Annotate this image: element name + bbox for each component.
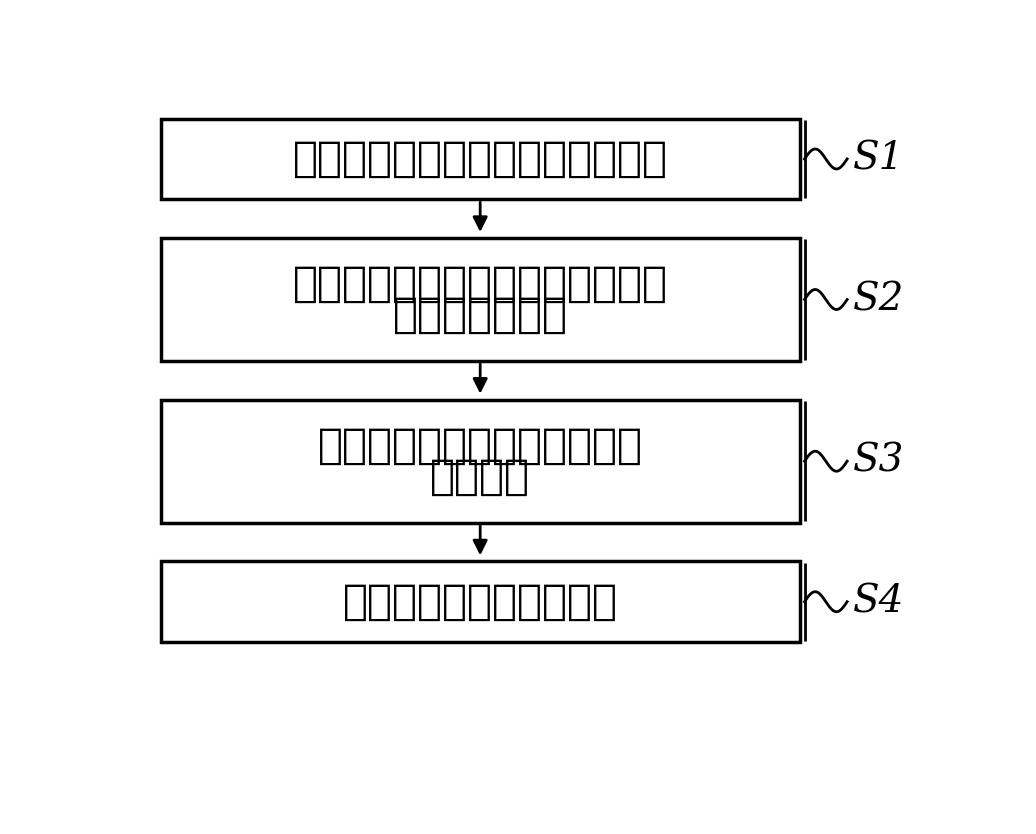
Text: S1: S1: [854, 140, 904, 178]
Text: S3: S3: [854, 443, 904, 480]
Bar: [161, 399, 800, 523]
Text: S4: S4: [854, 583, 904, 620]
Text: 將鐵基軟磁非晶合金組成物碎化成: 將鐵基軟磁非晶合金組成物碎化成: [293, 263, 667, 305]
Bar: [161, 118, 800, 199]
Text: 對立體結構進行退火處理: 對立體結構進行退火處理: [343, 580, 617, 623]
Text: 提供一种鐵基軟磁非晶合金組成物: 提供一种鐵基軟磁非晶合金組成物: [293, 138, 667, 180]
Text: 將粉末顏粒燒結／燕融以形成: 將粉末顏粒燒結／燕融以形成: [318, 425, 642, 467]
Bar: [161, 561, 800, 642]
Text: 複數個粉末顏粒: 複數個粉末顏粒: [393, 294, 568, 336]
Text: 立體結構: 立體結構: [430, 455, 530, 498]
Text: S2: S2: [854, 281, 904, 318]
Bar: [161, 238, 800, 361]
